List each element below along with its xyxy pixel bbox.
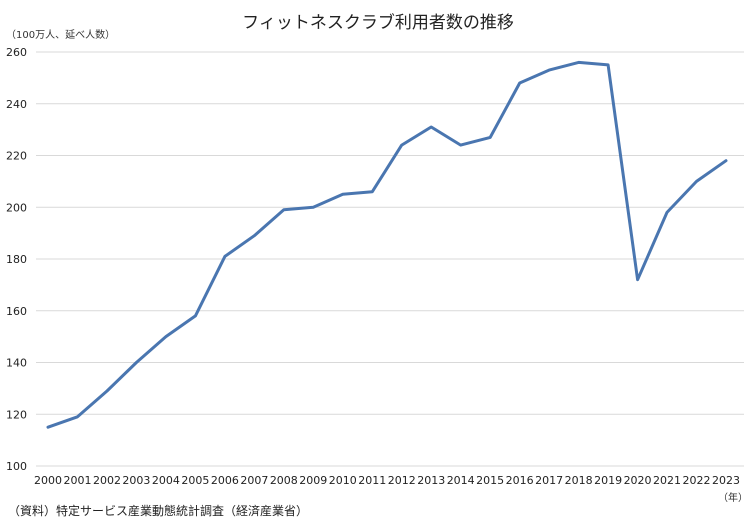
y-tick-label: 200 xyxy=(6,201,27,214)
series-line xyxy=(46,60,728,429)
chart-title: フィットネスクラブ利用者数の推移 xyxy=(242,13,514,33)
x-tick-label: 2023 xyxy=(712,474,740,487)
y-tick-label: 220 xyxy=(6,150,27,163)
x-tick-label: 2002 xyxy=(93,474,121,487)
y-axis-ticks: 100 120 140 160 180 200 220 240 260 xyxy=(6,46,27,473)
y-axis-unit-label: （100万人、延べ人数） xyxy=(6,30,116,41)
x-tick-label: 2004 xyxy=(152,474,180,487)
series-lines xyxy=(46,60,728,429)
x-tick-label: 2010 xyxy=(329,474,357,487)
y-tick-label: 260 xyxy=(6,46,27,59)
x-tick-label: 2005 xyxy=(181,474,209,487)
x-tick-label: 2020 xyxy=(624,474,652,487)
y-tick-label: 100 xyxy=(6,460,27,473)
y-tick-label: 160 xyxy=(6,305,27,318)
x-axis-ticks: 2000 2001 2002 2003 2004 2005 2006 2007 2008 2009… xyxy=(34,474,740,487)
x-tick-label: 2013 xyxy=(417,474,445,487)
y-tick-label: 140 xyxy=(6,357,27,370)
x-tick-label: 2000 xyxy=(34,474,62,487)
source-note: （資料）特定サービス産業動態統計調査（経済産業省） xyxy=(8,504,309,518)
x-tick-label: 2009 xyxy=(299,474,327,487)
x-tick-label: 2006 xyxy=(211,474,239,487)
x-tick-label: 2012 xyxy=(388,474,416,487)
x-tick-label: 2018 xyxy=(565,474,593,487)
x-tick-label: 2015 xyxy=(476,474,504,487)
x-tick-label: 2014 xyxy=(447,474,475,487)
x-tick-label: 2016 xyxy=(506,474,534,487)
x-tick-label: 2008 xyxy=(270,474,298,487)
x-tick-label: 2001 xyxy=(63,474,91,487)
x-tick-label: 2003 xyxy=(122,474,150,487)
x-tick-label: 2007 xyxy=(240,474,268,487)
x-tick-label: 2011 xyxy=(358,474,386,487)
y-tick-label: 180 xyxy=(6,253,27,266)
x-tick-label: 2022 xyxy=(683,474,711,487)
y-tick-label: 240 xyxy=(6,98,27,111)
gridlines xyxy=(36,51,744,467)
x-tick-label: 2021 xyxy=(653,474,681,487)
y-tick-label: 120 xyxy=(6,408,27,421)
x-tick-label: 2017 xyxy=(535,474,563,487)
x-axis-unit-label: （年） xyxy=(718,493,748,504)
x-tick-label: 2019 xyxy=(594,474,622,487)
